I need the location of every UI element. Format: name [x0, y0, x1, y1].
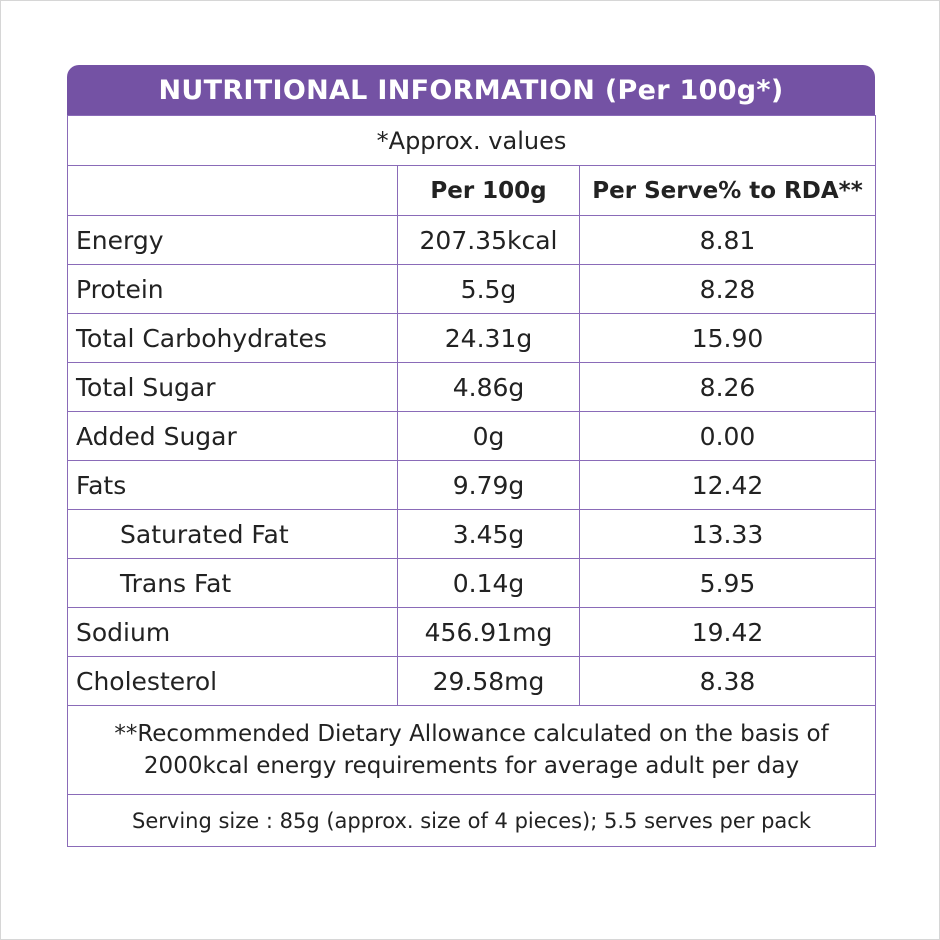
nutrient-value: 12.42 — [578, 460, 877, 510]
nutrient-value: 8.26 — [578, 362, 877, 412]
nutrient-row: Sodium 456.91mg 19.42 — [67, 607, 877, 657]
nutrient-value: 19.42 — [578, 607, 877, 657]
nutrient-value: 5.95 — [578, 558, 877, 608]
nutrient-name: Trans Fat — [67, 558, 398, 608]
nutrient-value: 0g — [397, 411, 580, 461]
nutrient-row: Saturated Fat 3.45g 13.33 — [67, 509, 877, 559]
nutrient-row: Cholesterol 29.58mg 8.38 — [67, 656, 877, 706]
nutrition-table: *Approx. values Per 100g Per Serve% to R… — [66, 115, 877, 847]
nutrient-name: Sodium — [67, 607, 398, 657]
column-header: Per 100g — [397, 165, 580, 216]
nutrient-name: Saturated Fat — [67, 509, 398, 559]
nutrient-value: 0.14g — [397, 558, 580, 608]
nutrient-value: 13.33 — [578, 509, 877, 559]
nutrient-row: Added Sugar 0g 0.00 — [67, 411, 877, 461]
nutrient-value: 15.90 — [578, 313, 877, 363]
nutrient-name: Added Sugar — [67, 411, 398, 461]
nutrient-name: Total Sugar — [67, 362, 398, 412]
nutrient-name: Total Carbohydrates — [67, 313, 398, 363]
nutrient-row: Total Carbohydrates 24.31g 15.90 — [67, 313, 877, 363]
nutrient-row: Total Sugar 4.86g 8.26 — [67, 362, 877, 412]
approx-note: *Approx. values — [66, 115, 877, 166]
nutrient-value: 29.58mg — [397, 656, 580, 706]
nutrient-row: Energy 207.35kcal 8.81 — [67, 215, 877, 265]
nutrient-row: Trans Fat 0.14g 5.95 — [67, 558, 877, 608]
nutrient-value: 24.31g — [397, 313, 580, 363]
footnote: **Recommended Dietary Allowance calculat… — [66, 705, 877, 795]
nutrient-value: 456.91mg — [397, 607, 580, 657]
nutrient-name: Fats — [67, 460, 398, 510]
nutrient-value: 9.79g — [397, 460, 580, 510]
serving-size: Serving size : 85g (approx. size of 4 pi… — [66, 794, 877, 847]
nutrient-value: 4.86g — [397, 362, 580, 412]
nutrient-value: 5.5g — [397, 264, 580, 314]
nutrient-value: 8.38 — [578, 656, 877, 706]
nutrient-value: 8.81 — [578, 215, 877, 265]
column-header: Per Serve% to RDA** — [578, 165, 877, 216]
nutrient-name: Cholesterol — [67, 656, 398, 706]
nutrient-row: Fats 9.79g 12.42 — [67, 460, 877, 510]
empty-header — [67, 165, 398, 216]
nutrition-card: NUTRITIONAL INFORMATION (Per 100g*) *App… — [66, 65, 877, 847]
nutrient-name: Energy — [67, 215, 398, 265]
nutrient-value: 0.00 — [578, 411, 877, 461]
column-header-row: Per 100g Per Serve% to RDA** — [67, 165, 877, 216]
nutrient-value: 207.35kcal — [397, 215, 580, 265]
nutrient-value: 3.45g — [397, 509, 580, 559]
nutrient-value: 8.28 — [578, 264, 877, 314]
title: NUTRITIONAL INFORMATION (Per 100g*) — [67, 65, 875, 115]
nutrient-name: Protein — [67, 264, 398, 314]
nutrient-row: Protein 5.5g 8.28 — [67, 264, 877, 314]
